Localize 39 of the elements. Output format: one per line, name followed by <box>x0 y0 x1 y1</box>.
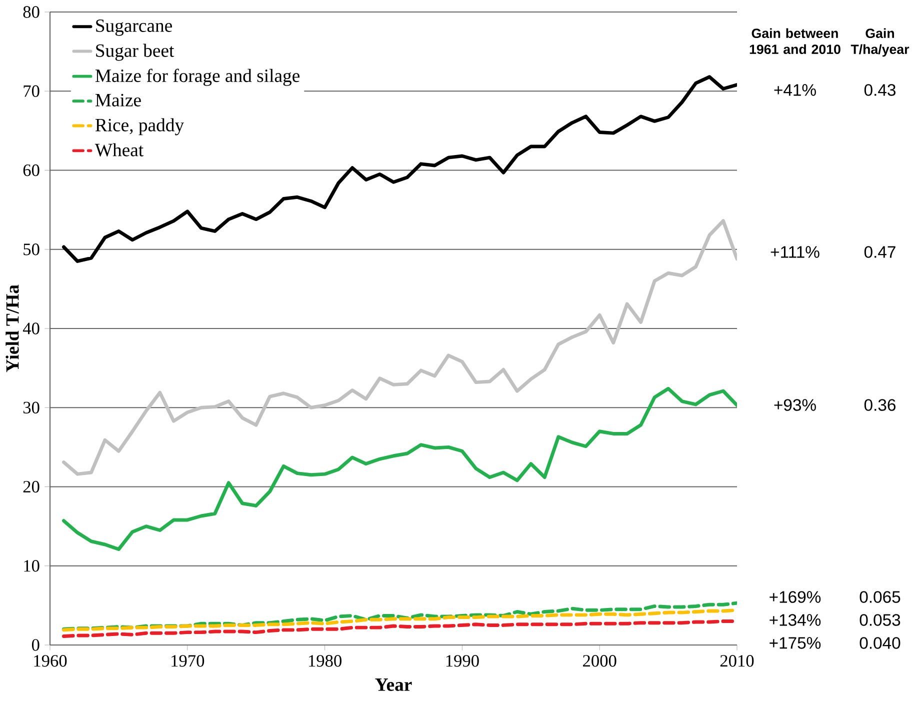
text: Gain T/ha/year <box>850 28 910 57</box>
legend-label: Sugarcane <box>96 19 172 36</box>
y-tick-label: 40 <box>22 322 40 334</box>
x-tick-label: 1970 <box>172 655 204 667</box>
x-tick-label: 1980 <box>308 655 342 667</box>
text: 0.065 <box>860 591 900 603</box>
x-axis-title: Year <box>375 678 412 691</box>
text: +93% <box>774 399 816 411</box>
x-tick-label: 2000 <box>583 655 616 667</box>
y-tick-label: 10 <box>24 560 40 572</box>
legend-label: Sugar beet <box>96 44 174 61</box>
legend-label: Maize for forage and silage <box>95 68 300 86</box>
text: 0.053 <box>860 614 900 626</box>
y-tick-label: 0 <box>32 639 40 651</box>
text: +134% <box>770 614 821 626</box>
y-tick-label: 60 <box>23 164 40 176</box>
text: +169% <box>770 591 821 603</box>
y-tick-label: 70 <box>24 85 40 97</box>
text: 0.36 <box>864 399 896 411</box>
text: 0.040 <box>860 637 900 649</box>
legend-label: Maize <box>95 94 141 106</box>
legend-label: Rice, paddy <box>95 118 184 136</box>
line-series <box>62 386 737 551</box>
text: Gain between 1961 and 2010 <box>750 28 840 54</box>
x-tick-label: 1960 <box>34 655 67 667</box>
line-series <box>62 219 737 476</box>
text: +111% <box>770 246 820 258</box>
text: 0.43 <box>864 84 896 96</box>
text: +175% <box>770 637 821 649</box>
y-tick-label: 50 <box>24 244 40 256</box>
text: 0.47 <box>864 246 896 258</box>
legend-label: Wheat <box>94 143 144 156</box>
y-tick-label: 30 <box>23 402 40 414</box>
x-tick-label: 2010 <box>720 655 754 667</box>
y-axis-title: Yield T/Ha <box>6 284 19 372</box>
y-tick-label: 20 <box>23 480 40 493</box>
y-tick-label: 80 <box>23 6 40 18</box>
text: +41% <box>774 84 816 96</box>
x-tick-label: 1990 <box>446 655 479 667</box>
